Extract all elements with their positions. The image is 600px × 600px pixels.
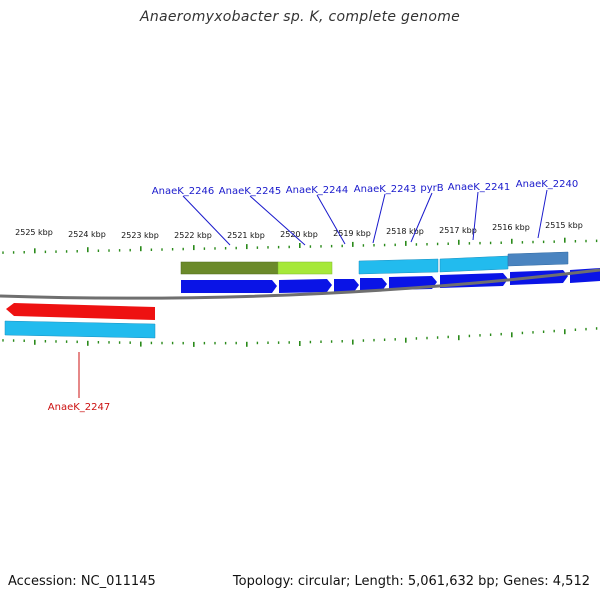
cds-forward-track — [181, 268, 600, 293]
gene-label-anaek-2241[interactable]: AnaeK_2241 — [448, 182, 510, 193]
gene-block-lime[interactable] — [277, 261, 333, 275]
gene-label-anaek-2246[interactable]: AnaeK_2246 — [152, 186, 214, 197]
scale-label: 2520 kbp — [280, 230, 318, 239]
scale-label: 2521 kbp — [227, 231, 265, 240]
connector-line — [182, 195, 231, 246]
cds-arrow-forward[interactable] — [360, 278, 387, 291]
gene-block-light-blue[interactable] — [358, 258, 439, 275]
gene-block-light-blue[interactable] — [439, 255, 509, 273]
scale-label: 2522 kbp — [174, 231, 212, 240]
connector-line — [537, 189, 548, 239]
scale-label: 2516 kbp — [492, 223, 530, 232]
gene-block-steel-blue[interactable] — [507, 251, 569, 267]
connector-line — [249, 195, 306, 246]
scale-label: 2525 kbp — [15, 228, 53, 237]
scale-label: 2518 kbp — [386, 227, 424, 236]
scale-label: 2523 kbp — [121, 231, 159, 240]
scale-label: 2517 kbp — [439, 226, 477, 235]
scale-label: 2519 kbp — [333, 229, 371, 238]
accession-text: Accession: NC_011145 — [8, 574, 156, 589]
connector-line — [472, 191, 479, 241]
label-connectors — [78, 189, 548, 398]
genome-stats-text: Topology: circular; Length: 5,061,632 bp… — [232, 574, 590, 589]
map-title: Anaeromyxobacter sp. K, complete genome — [139, 9, 461, 25]
gene-block-olive[interactable] — [180, 261, 279, 275]
feature-track-upper — [180, 251, 569, 275]
cds-arrow-reverse[interactable] — [6, 303, 155, 320]
connector-line — [372, 193, 386, 244]
gene-label-pyrb[interactable]: pyrB — [420, 183, 443, 194]
inner-ticks — [2, 327, 598, 347]
gene-block-light-blue[interactable] — [4, 320, 156, 339]
gene-label-anaek-2240[interactable]: AnaeK_2240 — [516, 179, 578, 190]
connector-line — [316, 194, 346, 245]
gene-label-anaek-2245[interactable]: AnaeK_2245 — [219, 186, 281, 197]
gene-label-anaek-2244[interactable]: AnaeK_2244 — [286, 185, 348, 196]
reverse-track — [4, 303, 156, 339]
gene-label-anaek-2243[interactable]: AnaeK_2243 — [354, 184, 416, 195]
outer-ticks — [2, 237, 598, 254]
cds-arrow-forward[interactable] — [181, 280, 277, 293]
scale-label: 2515 kbp — [545, 221, 583, 230]
gene-labels: AnaeK_2246 AnaeK_2245 AnaeK_2244 AnaeK_2… — [48, 179, 578, 413]
genome-backbone — [0, 268, 600, 300]
connector-line — [410, 192, 433, 243]
cds-arrow-forward[interactable] — [279, 279, 332, 293]
cds-arrow-forward[interactable] — [334, 279, 359, 292]
scale-label: 2524 kbp — [68, 230, 106, 239]
gene-label-anaek-2247[interactable]: AnaeK_2247 — [48, 402, 110, 413]
scale-labels: 2525 kbp 2524 kbp 2523 kbp 2522 kbp 2521… — [15, 221, 583, 240]
